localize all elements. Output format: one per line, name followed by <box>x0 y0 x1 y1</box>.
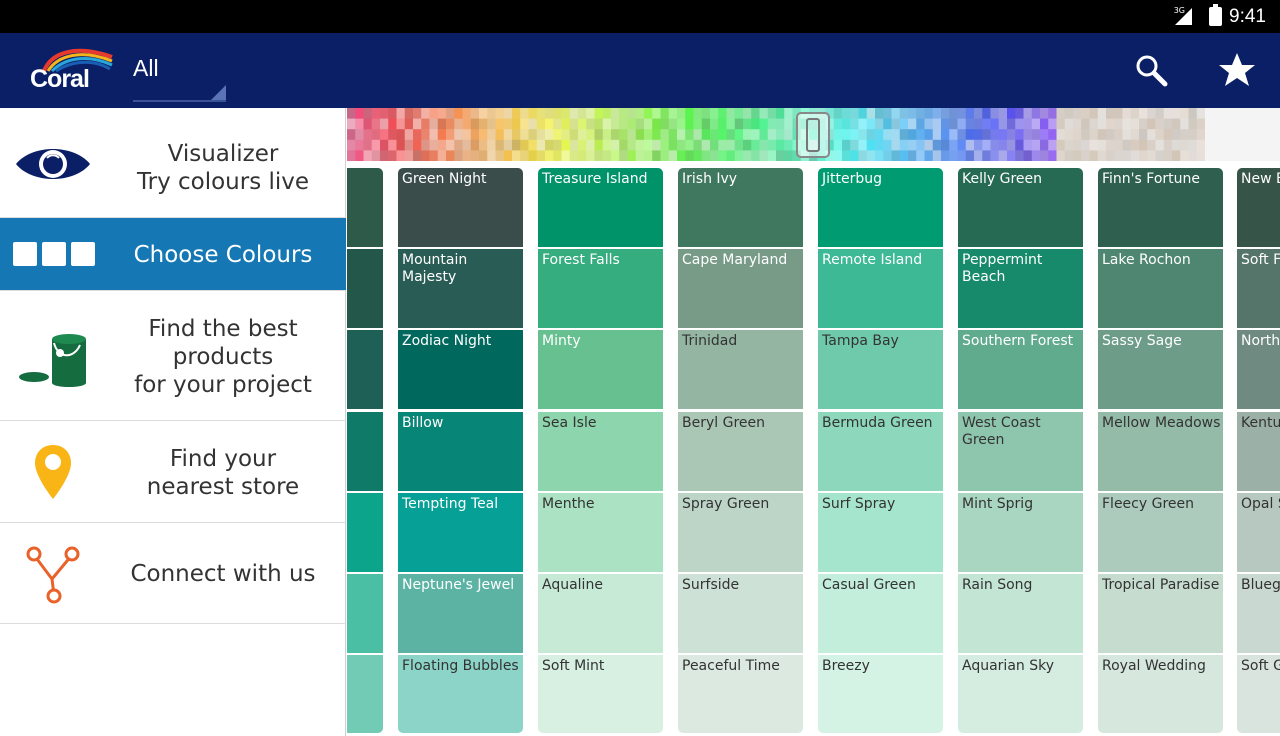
category-filter-dropdown[interactable]: All <box>133 55 226 102</box>
brand-name: Coral <box>30 65 90 93</box>
menu-label-visualizer: Visualizer Try colours live <box>136 141 310 195</box>
colour-swatch[interactable]: Mint Sprig <box>958 493 1083 572</box>
app-bar: Coral All <box>0 33 1280 108</box>
colour-swatch[interactable] <box>347 168 383 247</box>
colour-swatch[interactable] <box>347 330 383 409</box>
colour-swatch[interactable]: n <box>347 249 383 328</box>
colour-swatch[interactable]: Royal Wedding <box>1098 655 1223 733</box>
colour-swatch[interactable]: Soft F <box>1237 249 1280 328</box>
colour-swatch[interactable]: Kelly Green <box>958 168 1083 247</box>
status-time: 9:41 <box>1229 6 1266 27</box>
colour-swatch[interactable] <box>347 412 383 491</box>
menu-item-find-store[interactable]: Find your nearest store <box>0 421 346 523</box>
colour-swatch[interactable]: Soft Mint <box>538 655 663 733</box>
palette-column: Irish Ivy Cape Maryland Trinidad Beryl Gree… <box>678 168 803 733</box>
colour-swatch[interactable]: Surf Spray <box>818 493 943 572</box>
palette-column: Kelly Green Peppermint Beach Southern Fore… <box>958 168 1083 733</box>
colour-swatch[interactable]: Fleecy Green <box>1098 493 1223 572</box>
colour-swatch[interactable]: Jitterbug <box>818 168 943 247</box>
search-icon[interactable] <box>1134 53 1168 87</box>
colour-swatch[interactable]: Mellow Meadows <box>1098 412 1223 491</box>
colour-swatch[interactable]: New E Green <box>1237 168 1280 247</box>
colour-swatch[interactable]: Lake Rochon <box>1098 249 1223 328</box>
colour-swatch[interactable]: Sea Isle <box>538 412 663 491</box>
colour-swatch[interactable]: Tampa Bay <box>818 330 943 409</box>
palette-column: Jitterbug Remote Island Tampa Bay Bermuda G… <box>818 168 943 733</box>
colour-swatch[interactable]: Treasure Island <box>538 168 663 247</box>
paint-can-icon <box>19 334 86 387</box>
swatches-icon <box>13 242 95 266</box>
location-pin-icon <box>35 445 71 499</box>
share-network-icon <box>26 546 80 604</box>
colour-swatch[interactable] <box>347 493 383 572</box>
colour-swatch[interactable] <box>347 655 383 733</box>
menu-label-connect: Connect with us <box>130 561 316 587</box>
menu-label-find-store: Find your nearest store <box>146 446 300 500</box>
dropdown-arrow-icon <box>211 85 226 100</box>
coral-logo: Coral <box>30 47 114 95</box>
colour-swatch[interactable]: Spray Green <box>678 493 803 572</box>
colour-swatch[interactable]: Aqualine <box>538 574 663 653</box>
colour-swatch[interactable]: Mountain Majesty <box>398 249 523 328</box>
colour-swatch[interactable]: Casual Green <box>818 574 943 653</box>
logo-swoosh-icon <box>42 48 113 73</box>
colour-swatch[interactable]: Breezy <box>818 655 943 733</box>
palette-column: Finn's Fortune Lake Rochon Sassy Sage Mello… <box>1098 168 1223 733</box>
battery-icon <box>1209 4 1222 26</box>
colour-swatch[interactable]: Kentu <box>1237 412 1280 491</box>
colour-swatch[interactable]: Rain Song <box>958 574 1083 653</box>
colour-swatch[interactable]: Trinidad <box>678 330 803 409</box>
colour-swatch[interactable]: Soft G <box>1237 655 1280 733</box>
navigation-drawer: Visualizer Try colours live Choose Colou… <box>0 108 346 736</box>
menu-label-choose-colours: Choose Colours <box>133 242 313 268</box>
colour-swatch[interactable]: Tropical Paradise <box>1098 574 1223 653</box>
menu-label-find-products: Find the best products for your project <box>134 316 312 398</box>
colour-swatch[interactable]: Minty <box>538 330 663 409</box>
star-icon[interactable] <box>1218 52 1256 88</box>
signal-icon <box>1175 8 1192 25</box>
menu-item-visualizer[interactable]: Visualizer Try colours live <box>0 108 346 218</box>
colour-swatch[interactable]: Bermuda Green <box>818 412 943 491</box>
palette-column: n <box>347 168 383 733</box>
colour-swatch[interactable]: Green Night <box>398 168 523 247</box>
colour-swatch[interactable]: Peppermint Beach <box>958 249 1083 328</box>
colour-swatch[interactable]: Tempting Teal <box>398 493 523 572</box>
colour-swatch[interactable]: Peaceful Time <box>678 655 803 733</box>
colour-swatch[interactable]: Forest Falls <box>538 249 663 328</box>
colour-swatch[interactable]: Zodiac Night <box>398 330 523 409</box>
colour-swatch[interactable]: Surfside <box>678 574 803 653</box>
menu-item-connect[interactable]: Connect with us <box>0 523 346 624</box>
colour-swatch[interactable]: Cape Maryland <box>678 249 803 328</box>
colour-swatch[interactable]: Bluegr <box>1237 574 1280 653</box>
colour-swatch[interactable]: Finn's Fortune <box>1098 168 1223 247</box>
colour-swatch[interactable]: Neptune's Jewel <box>398 574 523 653</box>
colour-swatch[interactable]: West Coast Green <box>958 412 1083 491</box>
eye-icon <box>16 149 90 179</box>
status-bar: 3G 9:41 <box>0 0 1280 33</box>
colour-swatch[interactable]: Aquarian Sky <box>958 655 1083 733</box>
slider-handle-icon[interactable] <box>793 111 833 159</box>
colour-swatch[interactable] <box>347 574 383 653</box>
colour-swatch[interactable]: Northe <box>1237 330 1280 409</box>
colour-swatch[interactable]: Menthe <box>538 493 663 572</box>
colour-swatch[interactable]: Remote Island <box>818 249 943 328</box>
palette-column: Treasure Island Forest Falls Minty Sea Isle… <box>538 168 663 733</box>
colour-swatch[interactable]: Billow <box>398 412 523 491</box>
palette-column: Green Night Mountain Majesty Zodiac Night B… <box>398 168 523 733</box>
colour-swatch[interactable]: Sassy Sage <box>1098 330 1223 409</box>
menu-item-choose-colours[interactable]: Choose Colours <box>0 218 346 291</box>
colour-swatch[interactable]: Opal S <box>1237 493 1280 572</box>
colour-swatch[interactable]: Beryl Green <box>678 412 803 491</box>
colour-swatch[interactable]: Floating Bubbles <box>398 655 523 733</box>
colour-swatch[interactable]: Irish Ivy <box>678 168 803 247</box>
filter-value: All <box>133 55 159 81</box>
colour-swatch[interactable]: Southern Forest <box>958 330 1083 409</box>
colour-spectrum-slider[interactable] <box>347 108 1280 161</box>
menu-item-find-products[interactable]: Find the best products for your project <box>0 291 346 421</box>
palette-column: New E GreenSoft FNortheKentuOpal SBluegr… <box>1237 168 1280 733</box>
